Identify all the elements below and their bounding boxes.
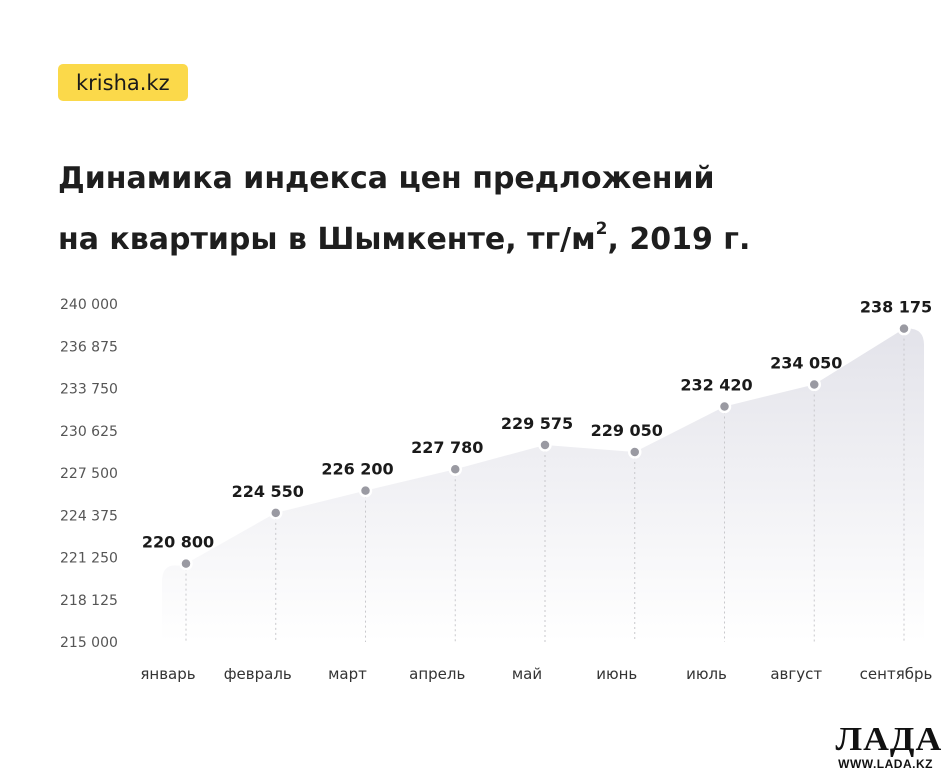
x-tick-label: июль (686, 665, 727, 683)
x-tick-label: март (328, 665, 367, 683)
data-point (807, 377, 821, 392)
lada-url: WWW.LADA.KZ (838, 757, 933, 771)
x-tick-label: апрель (409, 665, 465, 683)
x-tick-label: сентябрь (860, 665, 933, 683)
y-tick-label: 230 625 (60, 424, 118, 440)
data-point (358, 483, 373, 498)
y-tick-label: 218 125 (60, 593, 118, 609)
data-label: 234 050 (770, 353, 842, 372)
data-label: 232 420 (680, 375, 752, 394)
data-label: 220 800 (142, 533, 214, 552)
data-label: 224 550 (232, 482, 304, 501)
title-line-2: на квартиры в Шымкенте, тг/м2, 2019 г. (58, 206, 878, 267)
brand-label: krisha.kz (76, 70, 170, 95)
x-tick-label: май (512, 665, 542, 683)
data-label: 229 575 (501, 414, 573, 433)
title-line-2-main: на квартиры в Шымкенте, тг/м (58, 222, 596, 257)
title-line-1: Динамика индекса цен предложений (58, 161, 715, 196)
x-tick-label: февраль (224, 665, 292, 683)
data-label: 227 780 (411, 438, 483, 457)
data-point (717, 399, 732, 414)
data-point (897, 321, 911, 336)
y-tick-label: 221 250 (60, 551, 118, 567)
data-label: 226 200 (321, 460, 393, 479)
y-tick-label: 236 875 (60, 339, 118, 355)
y-tick-label: 227 500 (60, 466, 118, 482)
chart-title: Динамика индекса цен предложений на квар… (58, 152, 878, 267)
x-tick-label: январь (140, 665, 195, 683)
lada-logo: ЛАДА (835, 721, 943, 758)
area-fill (162, 328, 924, 642)
lada-watermark: ЛАДА WWW.LADA.KZ (835, 721, 943, 772)
title-line-2-tail: , 2019 г. (607, 222, 751, 257)
x-tick-label: июнь (596, 665, 637, 683)
y-tick-label: 215 000 (60, 635, 118, 651)
data-point (538, 438, 552, 452)
title-superscript: 2 (595, 219, 608, 239)
data-point (628, 445, 642, 459)
y-tick-label: 240 000 (60, 297, 118, 313)
data-point (179, 556, 193, 571)
x-tick-label: август (770, 665, 822, 683)
data-label: 229 050 (591, 421, 663, 440)
y-tick-label: 233 750 (60, 382, 118, 398)
data-point (448, 462, 462, 476)
data-point (269, 506, 283, 520)
brand-badge: krisha.kz (58, 64, 188, 101)
y-tick-label: 224 375 (60, 508, 118, 524)
data-label: 238 175 (860, 298, 932, 317)
